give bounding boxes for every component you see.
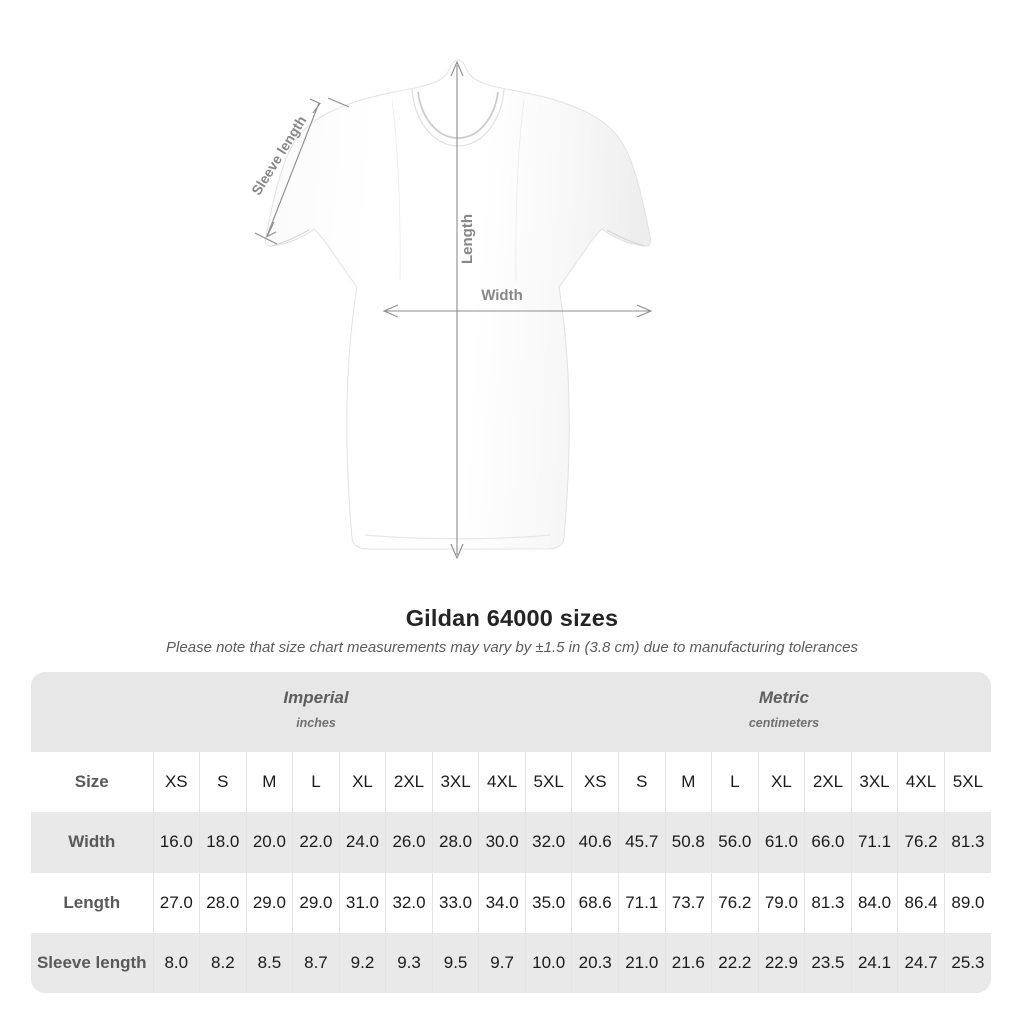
svg-text:Width: Width [481,287,523,304]
svg-text:Length: Length [459,214,476,264]
